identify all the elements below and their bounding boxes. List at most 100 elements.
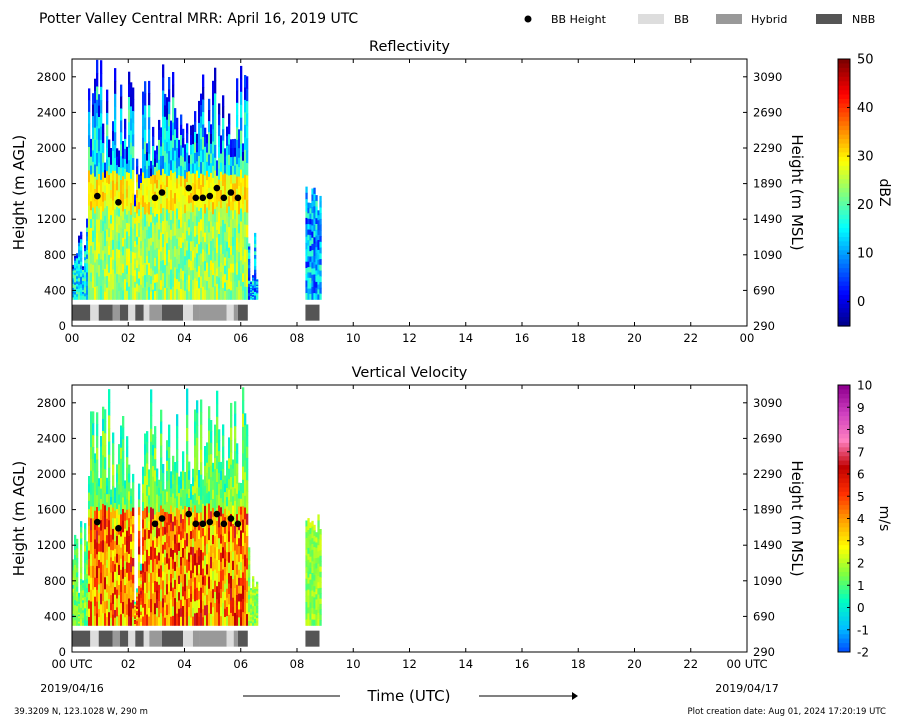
heatmap-cell	[232, 148, 235, 158]
heatmap-cell	[218, 277, 221, 289]
heatmap-cell	[188, 187, 191, 196]
heatmap-cell	[317, 279, 320, 285]
heatmap-cell	[88, 484, 91, 494]
bb-height-point	[234, 520, 242, 528]
heatmap-cell	[248, 560, 251, 566]
heatmap-cell	[128, 274, 131, 288]
heatmap-cell	[116, 589, 119, 599]
heatmap-cell	[74, 277, 77, 281]
heatmap-cell	[136, 166, 139, 175]
colorbar-step	[838, 210, 850, 216]
heatmap-cell	[136, 596, 139, 600]
heatmap-cell	[222, 558, 225, 570]
heatmap-cell	[190, 154, 193, 165]
heatmap-cell	[240, 104, 243, 119]
heatmap-cell	[94, 176, 97, 190]
heatmap-cell	[114, 571, 117, 580]
heatmap-cell	[144, 190, 147, 203]
heatmap-cell	[216, 455, 219, 470]
heatmap-cell	[132, 193, 135, 206]
heatmap-cell	[240, 538, 243, 547]
heatmap-cell	[254, 588, 257, 592]
heatmap-cell	[74, 284, 77, 288]
heatmap-cell	[224, 173, 227, 183]
heatmap-cell	[196, 143, 199, 153]
heatmap-cell	[192, 231, 195, 242]
heatmap-cell	[254, 280, 257, 285]
colorbar-tick-label: -2	[857, 646, 869, 660]
heatmap-cell	[208, 121, 211, 133]
heatmap-cell	[180, 514, 183, 524]
heatmap-cell	[110, 519, 113, 528]
heatmap-cell	[136, 197, 139, 207]
heatmap-cell	[146, 592, 149, 605]
heatmap-cell	[120, 108, 123, 121]
heatmap-cell	[202, 544, 205, 553]
heatmap-cell	[100, 259, 103, 274]
heatmap-cell	[176, 248, 179, 260]
heatmap-cell	[118, 291, 121, 300]
heatmap-cell	[307, 240, 310, 247]
heatmap-cell	[156, 273, 159, 283]
heatmap-cell	[154, 592, 157, 604]
heatmap-cell	[102, 123, 105, 134]
heatmap-cell	[190, 523, 193, 532]
heatmap-cell	[204, 270, 207, 281]
heatmap-cell	[90, 236, 93, 247]
heatmap-cell	[146, 230, 149, 240]
bb-height-point	[199, 520, 207, 528]
heatmap-cell	[116, 165, 119, 174]
heatmap-cell	[170, 219, 173, 231]
heatmap-cell	[313, 558, 316, 565]
heatmap-cell	[126, 614, 129, 626]
heatmap-cell	[144, 117, 147, 131]
heatmap-cell	[98, 543, 101, 553]
heatmap-cell	[102, 431, 105, 444]
heatmap-cell	[116, 607, 119, 617]
heatmap-cell	[212, 275, 215, 288]
heatmap-cell	[194, 505, 197, 518]
heatmap-cell	[319, 571, 322, 578]
heatmap-cell	[166, 553, 169, 565]
heatmap-cell	[136, 252, 139, 261]
heatmap-cell	[194, 132, 197, 143]
heatmap-cell	[96, 459, 99, 472]
heatmap-cell	[309, 235, 312, 241]
heatmap-cell	[236, 483, 239, 495]
heatmap-cell	[204, 535, 207, 547]
heatmap-cell	[130, 579, 133, 588]
heatmap-cell	[76, 289, 79, 293]
heatmap-cell	[216, 268, 219, 277]
heatmap-cell	[130, 263, 133, 276]
heatmap-cell	[212, 250, 215, 264]
heatmap-cell	[146, 178, 149, 188]
heatmap-cell	[174, 534, 177, 545]
heatmap-cell	[134, 252, 137, 260]
heatmap-cell	[232, 156, 235, 167]
heatmap-cell	[246, 76, 249, 90]
colorbar-step	[838, 567, 850, 573]
heatmap-cell	[184, 489, 187, 498]
x-tick-label: 08	[290, 657, 305, 671]
heatmap-cell	[98, 592, 101, 602]
heatmap-cell	[196, 425, 199, 439]
heatmap-cell	[100, 593, 103, 605]
heatmap-cell	[96, 219, 99, 234]
heatmap-cell	[92, 93, 95, 106]
heatmap-cell	[204, 505, 207, 517]
colorbar-step	[838, 108, 850, 113]
heatmap-cell	[90, 156, 93, 167]
heatmap-cell	[166, 243, 169, 255]
heatmap-cell	[102, 211, 105, 222]
heatmap-cell	[80, 613, 83, 620]
heatmap-cell	[148, 202, 151, 215]
heatmap-cell	[232, 201, 235, 211]
heatmap-cell	[315, 258, 318, 266]
heatmap-cell	[309, 229, 312, 236]
heatmap-cell	[204, 495, 207, 507]
heatmap-cell	[317, 557, 320, 565]
y-right-tick-label: 2690	[753, 105, 782, 119]
heatmap-cell	[317, 220, 320, 226]
heatmap-cell	[80, 526, 83, 534]
heatmap-cell	[110, 512, 113, 521]
